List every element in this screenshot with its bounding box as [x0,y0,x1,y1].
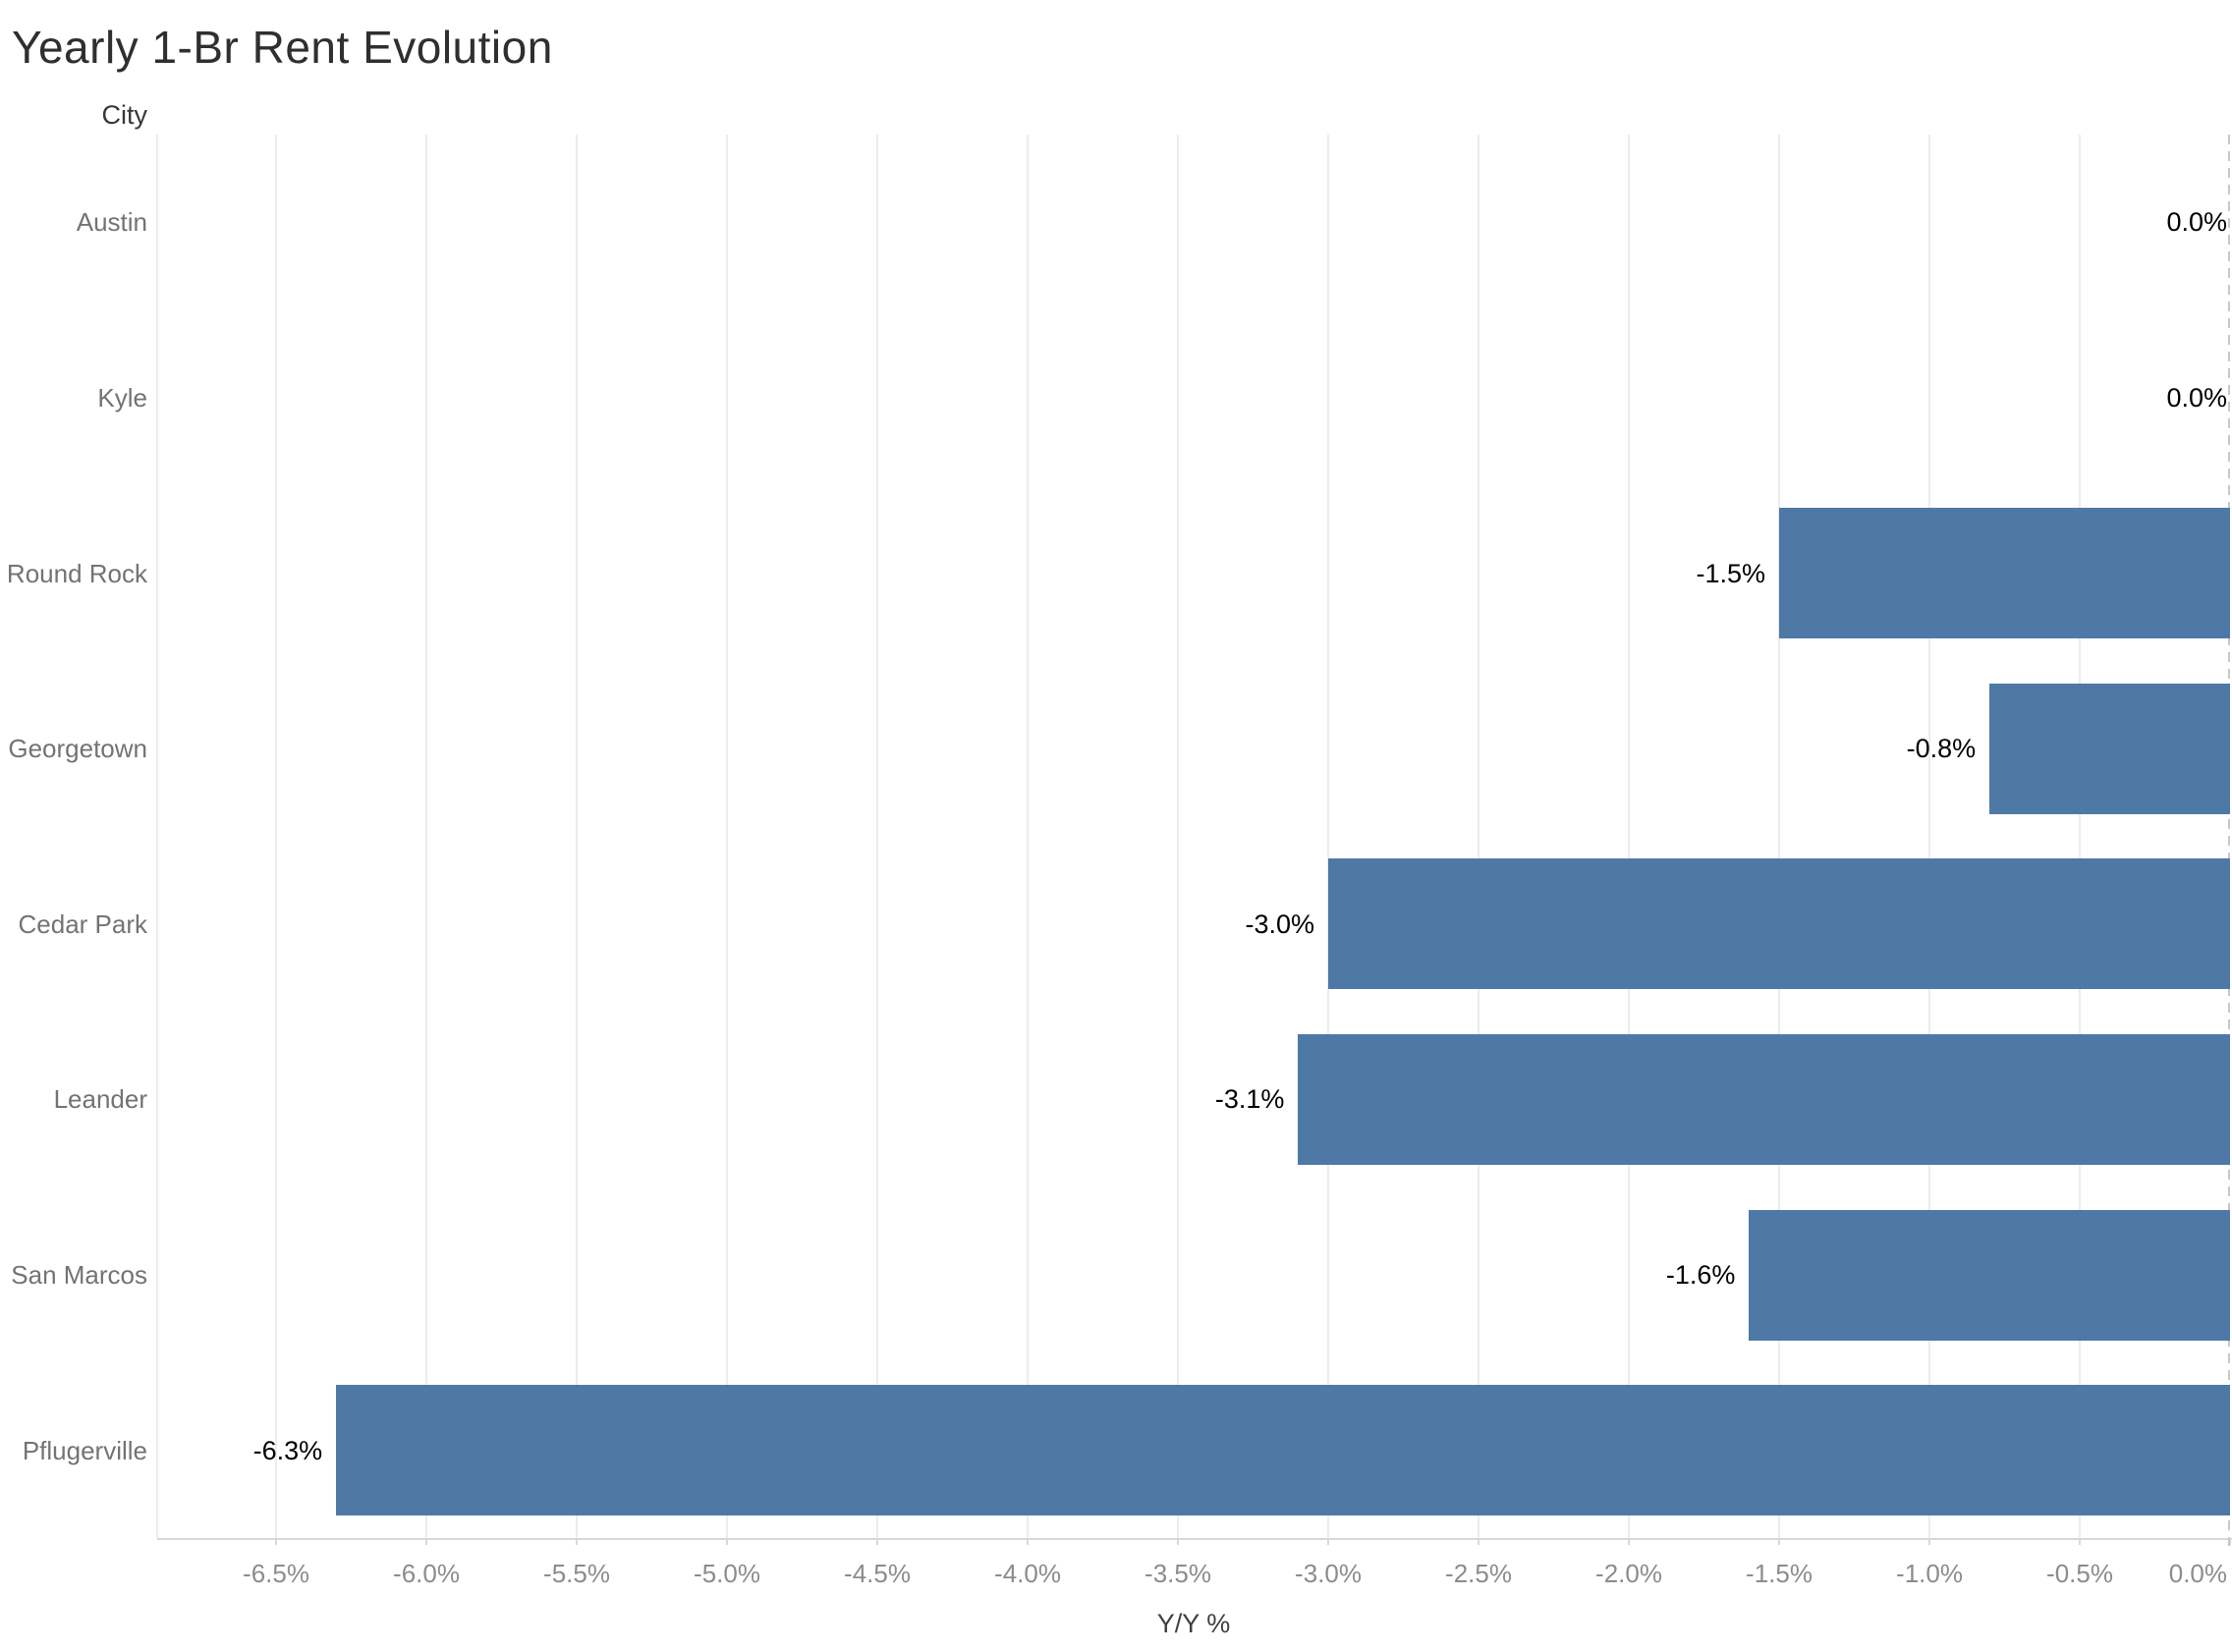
x-axis-tick [576,1538,578,1545]
x-axis-tick [876,1538,878,1545]
row-header-city: City [101,100,148,130]
city-label-kyle: Kyle [97,382,147,413]
x-gridline [1327,135,1329,1538]
bar-san-marcos[interactable] [1749,1209,2230,1341]
x-axis-line [157,1538,2232,1540]
x-tick-label: -0.5% [2046,1559,2113,1588]
bar-leander[interactable] [1298,1033,2230,1165]
bar-pflugerville[interactable] [336,1385,2230,1516]
city-label-georgetown: Georgetown [8,734,147,764]
x-axis-tick [1327,1538,1329,1545]
value-label-austin: 0.0% [2166,207,2227,238]
value-label-pflugerville: -6.3% [252,1435,323,1465]
x-axis-tick [425,1538,427,1545]
x-axis-tick [1177,1538,1179,1545]
value-label-cedar-park: -3.0% [1245,909,1314,939]
x-axis-tick [1628,1538,1630,1545]
x-tick-label: -2.5% [1445,1559,1512,1588]
chart-title: Yearly 1-Br Rent Evolution [12,22,553,73]
x-gridline [1177,135,1179,1538]
x-gridline [275,135,277,1538]
city-label-austin: Austin [76,207,147,238]
x-tick-label: -6.5% [243,1559,309,1588]
bar-round-rock[interactable] [1779,508,2230,639]
x-axis-title: Y/Y % [1156,1609,1231,1638]
x-axis-tick [1478,1538,1479,1545]
value-label-round-rock: -1.5% [1696,558,1765,588]
x-axis-tick [1027,1538,1029,1545]
x-tick-label: -1.5% [1746,1559,1813,1588]
x-tick-label: 0.0% [2168,1559,2227,1588]
x-tick-label: -6.0% [393,1559,460,1588]
x-tick-label: -3.5% [1144,1559,1211,1588]
city-label-san-marcos: San Marcos [11,1260,147,1291]
value-label-san-marcos: -1.6% [1665,1260,1736,1291]
bar-georgetown[interactable] [1989,683,2230,814]
value-label-kyle: 0.0% [2166,382,2227,413]
x-tick-label: -4.5% [844,1559,911,1588]
x-tick-label: -5.5% [543,1559,610,1588]
x-axis-tick [1778,1538,1780,1545]
x-gridline [576,135,578,1538]
city-label-leander: Leander [53,1084,147,1115]
city-label-cedar-park: Cedar Park [18,909,148,939]
x-tick-label: -1.0% [1896,1559,1963,1588]
x-axis-tick [1928,1538,1930,1545]
x-tick-label: -2.0% [1595,1559,1662,1588]
x-gridline [1027,135,1029,1538]
x-gridline [2079,135,2081,1538]
x-axis-tick [275,1538,277,1545]
x-gridline [1478,135,1479,1538]
x-gridline [1628,135,1630,1538]
bar-cedar-park[interactable] [1328,858,2230,990]
plot-left-border [156,135,158,1538]
city-label-round-rock: Round Rock [6,558,147,588]
x-gridline [1928,135,1930,1538]
value-label-georgetown: -0.8% [1906,734,1977,764]
x-gridline [876,135,878,1538]
x-axis-tick [2079,1538,2081,1545]
x-axis-tick [726,1538,728,1545]
x-gridline [1778,135,1780,1538]
x-axis-tick [2229,1538,2231,1545]
x-tick-label: -3.0% [1295,1559,1362,1588]
x-gridline [425,135,427,1538]
zero-baseline [2228,135,2230,1546]
x-gridline [726,135,728,1538]
x-tick-label: -4.0% [994,1559,1061,1588]
value-label-leander: -3.1% [1214,1084,1285,1115]
city-label-pflugerville: Pflugerville [22,1435,147,1465]
x-tick-label: -5.0% [694,1559,760,1588]
